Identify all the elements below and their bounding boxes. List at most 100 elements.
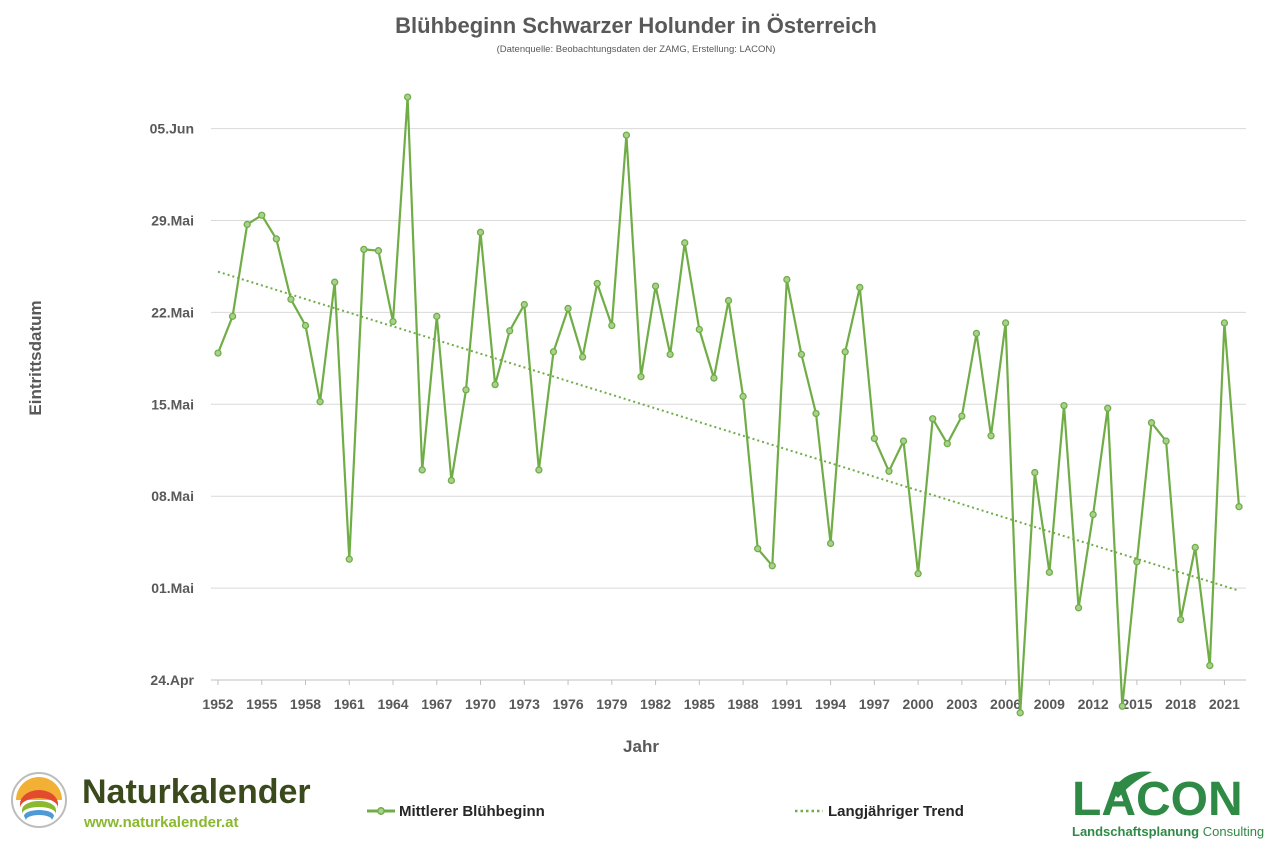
logo-blue-band: [24, 810, 54, 820]
data-point: [374, 247, 383, 255]
x-tick-label: 1985: [684, 696, 715, 712]
lacon-tagline: Landschaftsplanung Consulting: [1072, 824, 1264, 839]
x-tick-label: 1964: [377, 696, 408, 712]
y-tick-label: 22.Mai: [151, 304, 194, 320]
x-tick-label: 2000: [903, 696, 934, 712]
trend-series: [217, 270, 1240, 592]
data-point: [403, 93, 412, 101]
lacon-name: LACON: [1072, 773, 1243, 826]
data-point: [1104, 404, 1112, 412]
data-point: [826, 539, 835, 548]
data-point: [1001, 319, 1010, 327]
data-point: [360, 245, 368, 254]
x-tick-label: 1991: [771, 696, 802, 712]
data-point: [695, 325, 703, 334]
x-tick-label: 2021: [1209, 696, 1240, 712]
y-tick-label: 01.Mai: [151, 580, 194, 596]
data-point: [841, 348, 849, 356]
data-point: [899, 437, 908, 445]
y-tick-label: 24.Apr: [150, 672, 194, 688]
data-point: [1177, 615, 1185, 624]
x-tick-label: 1952: [202, 696, 233, 712]
x-tick-labels: 1952 1955 1958 1961 1964 1967 1970 1973 1976 1979…: [202, 680, 1240, 712]
data-point: [462, 386, 470, 394]
data-point: [1016, 709, 1024, 717]
data-point: [331, 278, 339, 286]
data-point: [228, 312, 237, 320]
data-point: [214, 349, 222, 357]
data-point: [243, 220, 251, 229]
data-point: [856, 283, 864, 292]
data-point: [797, 350, 806, 359]
data-point: [564, 304, 572, 313]
data-point: [433, 312, 441, 320]
legend-label-series: Mittlerer Blühbeginn: [399, 803, 545, 820]
x-axis-title: Jahr: [623, 737, 659, 756]
data-point: [710, 374, 718, 382]
chart-subtitle: (Datenquelle: Beobachtungsdaten der ZAMG…: [497, 44, 776, 55]
y-tick-labels: 24.Apr 01.Mai 08.Mai 15.Mai 22.Mai 29.Mai 05.J…: [150, 121, 195, 688]
data-point: [870, 434, 879, 443]
data-point: [1191, 543, 1199, 552]
data-point: [1045, 568, 1054, 576]
data-point: [929, 415, 937, 423]
data-point: [520, 300, 528, 309]
data-point: [535, 466, 543, 474]
data-point: [345, 555, 353, 563]
data-point: [622, 131, 631, 139]
x-tick-label: 1967: [421, 696, 452, 712]
data-point: [593, 279, 601, 288]
x-tick-label: 2018: [1165, 696, 1196, 712]
data-point: [258, 211, 266, 219]
data-point: [549, 348, 558, 356]
legend-point-marker: [377, 807, 385, 815]
data-point: [608, 321, 616, 330]
data-point: [972, 329, 981, 338]
main-series: [214, 93, 1243, 717]
trend-line: [217, 270, 1240, 592]
x-tick-label: 1958: [290, 696, 321, 712]
data-point: [1162, 437, 1170, 445]
naturkalender-logo: Naturkalender www.naturkalender.at: [11, 772, 311, 831]
data-point: [1060, 401, 1068, 410]
naturkalender-name: Naturkalender: [82, 773, 311, 811]
x-tick-label: 2009: [1034, 696, 1065, 712]
y-tick-label: 05.Jun: [150, 121, 194, 137]
x-tick-label: 1973: [509, 696, 540, 712]
x-tick-label: 1997: [859, 696, 890, 712]
y-tick-label: 08.Mai: [151, 488, 194, 504]
data-point: [287, 295, 295, 303]
series-line: [216, 95, 1241, 714]
chart-title: Blühbeginn Schwarzer Holunder in Österre…: [395, 13, 877, 38]
legend-label-trend: Langjähriger Trend: [828, 803, 964, 820]
logo-green-band: [22, 801, 56, 814]
data-point: [418, 466, 426, 474]
x-tick-label: 1988: [728, 696, 759, 712]
naturkalender-url[interactable]: www.naturkalender.at: [83, 814, 239, 831]
data-point: [754, 545, 762, 553]
grid-lines: [211, 128, 1246, 681]
data-point: [1220, 319, 1229, 327]
lacon-leaf-icon: [1112, 771, 1152, 798]
data-point: [301, 321, 310, 330]
data-point: [914, 570, 922, 578]
x-tick-label: 1994: [815, 696, 846, 712]
x-tick-label: 1955: [246, 696, 277, 712]
x-tick-label: 2003: [946, 696, 977, 712]
data-point: [316, 398, 324, 406]
data-point: [987, 432, 995, 440]
y-tick-label: 15.Mai: [151, 396, 194, 412]
data-point: [885, 467, 893, 475]
data-point: [1206, 661, 1214, 670]
x-tick-label: 2012: [1078, 696, 1109, 712]
data-point: [578, 353, 587, 361]
data-point: [491, 380, 499, 389]
y-axis-title: Eintrittsdatum: [26, 300, 45, 415]
data-point: [1133, 558, 1141, 566]
data-point: [447, 476, 456, 485]
lacon-logo: LACON Landschaftsplanung Consulting: [1072, 771, 1264, 839]
x-tick-label: 1982: [640, 696, 671, 712]
data-point: [739, 392, 747, 401]
data-point: [1074, 604, 1083, 612]
data-point: [666, 350, 674, 359]
